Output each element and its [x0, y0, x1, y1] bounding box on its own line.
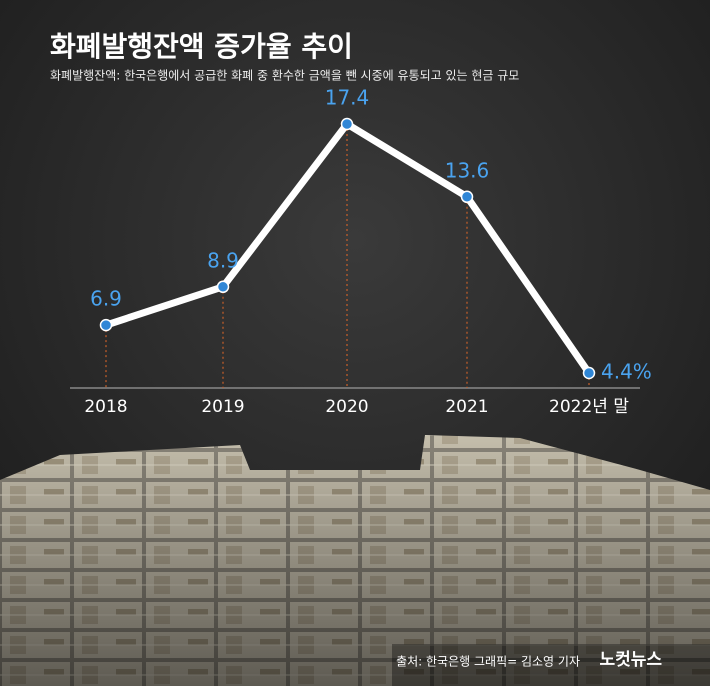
data-label: 8.9: [207, 248, 239, 272]
x-tick-label: 2020: [325, 397, 368, 417]
marker: [340, 117, 354, 131]
chart-subtitle: 화폐발행잔액: 한국은행에서 공급한 화폐 중 환수한 금액을 뺀 시중에 유통…: [50, 68, 519, 83]
marker: [460, 190, 474, 204]
x-tick-label: 2022년 말: [549, 397, 629, 417]
marker: [582, 366, 596, 380]
footer-band: [392, 644, 710, 686]
logo: 노컷뉴스: [599, 650, 662, 670]
x-tick-label: 2018: [84, 397, 127, 417]
data-label: 13.6: [445, 158, 490, 182]
marker: [99, 318, 113, 332]
marker: [216, 280, 230, 294]
data-label: 4.4%: [601, 360, 652, 384]
chart-title: 화폐발행잔액 증가율 추이: [50, 30, 353, 63]
x-tick-label: 2021: [445, 397, 488, 417]
data-label: 6.9: [90, 287, 122, 311]
money-stacks: [0, 435, 710, 686]
data-label: 17.4: [325, 86, 370, 110]
source: 출처: 한국은행 그래픽= 김소영 기자: [396, 654, 580, 669]
x-tick-label: 2019: [201, 397, 244, 417]
